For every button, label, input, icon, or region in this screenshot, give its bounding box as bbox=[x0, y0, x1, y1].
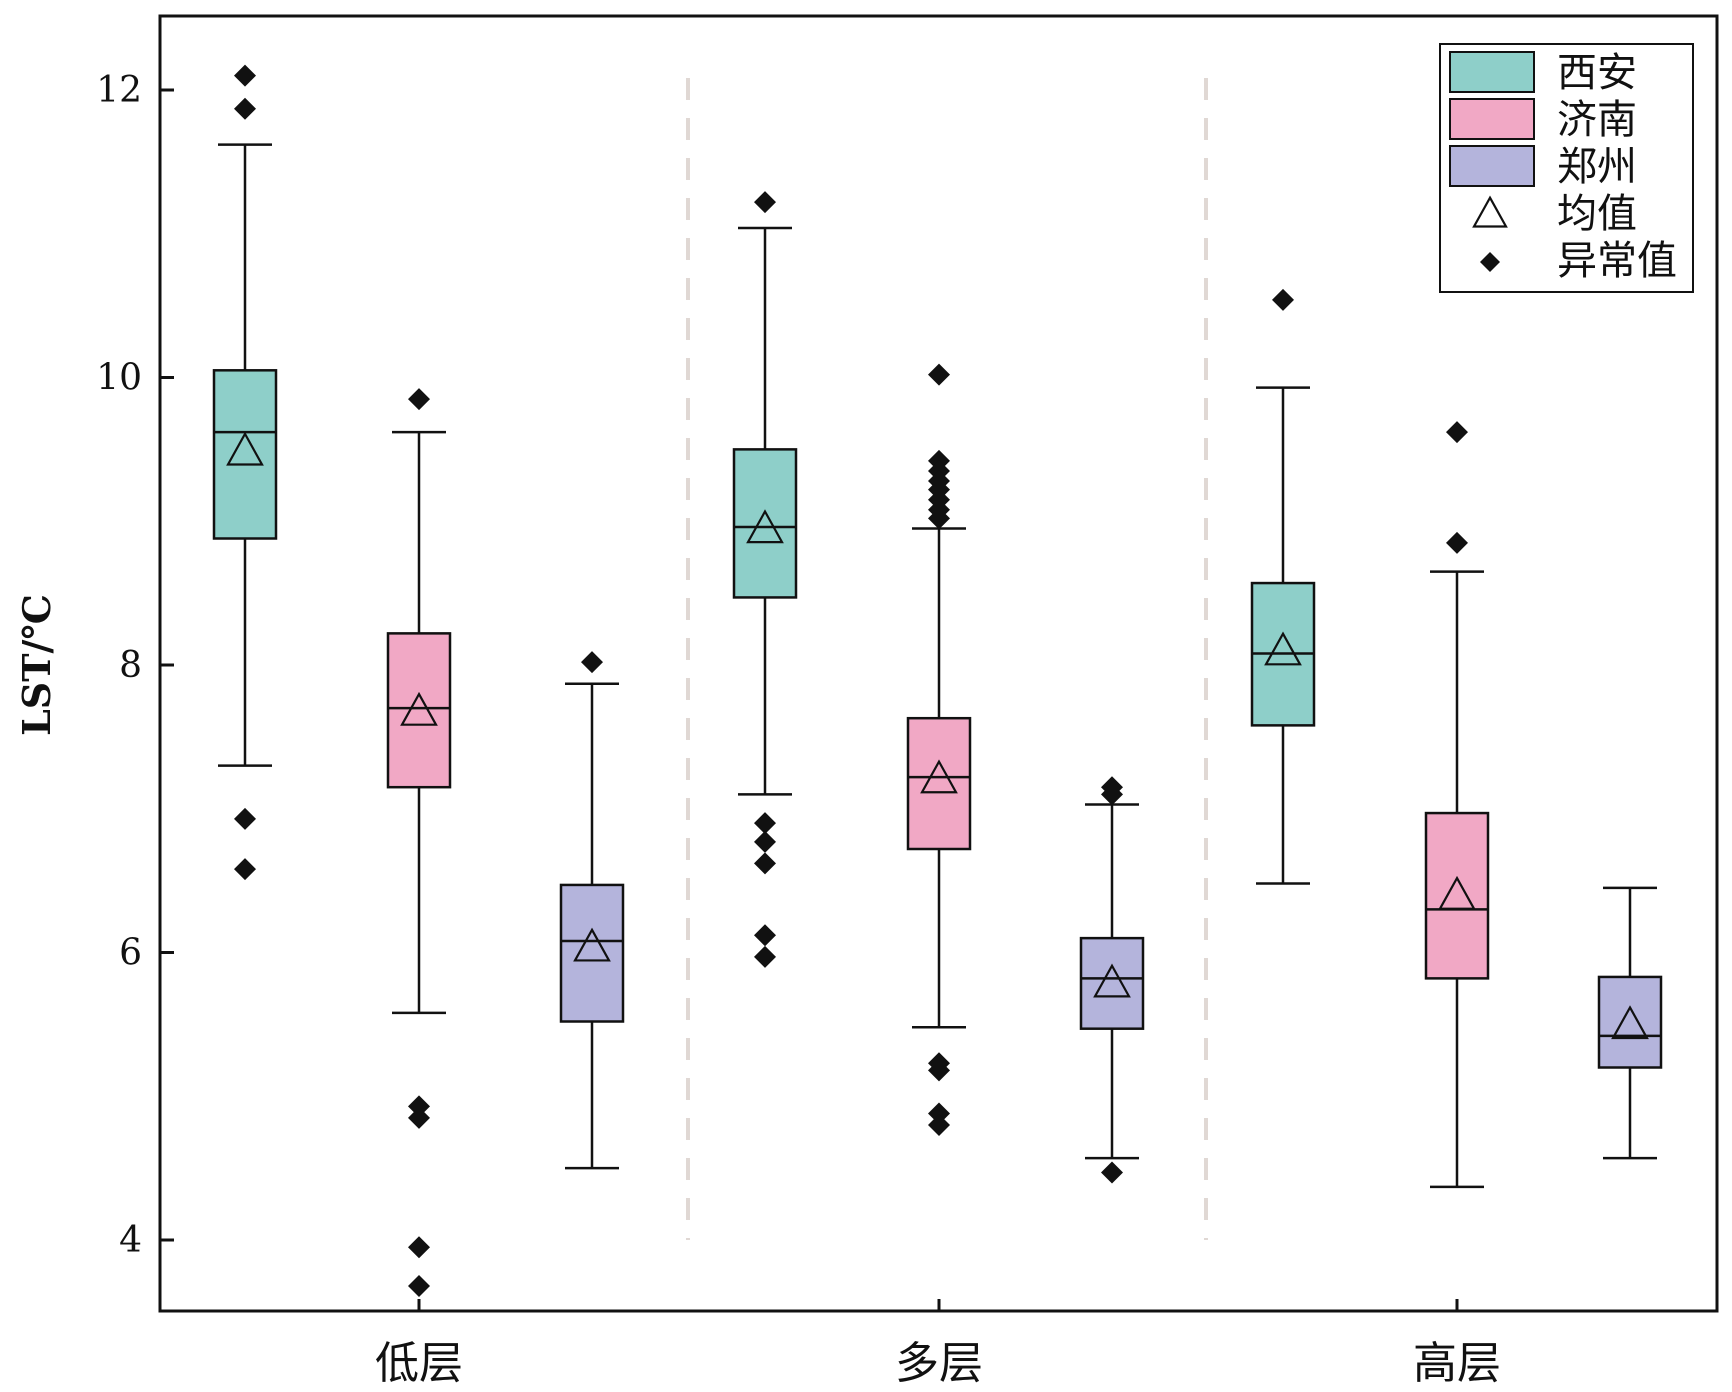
mean-marker bbox=[1611, 1005, 1649, 1040]
outlier-marker bbox=[1101, 1161, 1123, 1184]
outlier-marker bbox=[581, 651, 603, 674]
mean-marker bbox=[573, 927, 611, 962]
x-tick-label: 多层 bbox=[895, 1338, 983, 1388]
outlier-marker bbox=[408, 1106, 430, 1129]
box-iqr bbox=[1079, 936, 1145, 1030]
box-iqr bbox=[732, 448, 798, 599]
y-tick-label: 8 bbox=[119, 645, 142, 686]
group-dividers bbox=[686, 78, 1208, 1240]
outlier-marker bbox=[1272, 288, 1294, 311]
outlier-marker bbox=[928, 1114, 950, 1136]
x-tick-label: 高层 bbox=[1413, 1338, 1501, 1388]
y-axis: 4 6 8 10 12 bbox=[96, 70, 174, 1261]
mean-marker bbox=[226, 431, 264, 466]
box-iqr bbox=[1424, 811, 1490, 980]
y-tick-label: 12 bbox=[96, 70, 142, 111]
outlier-marker bbox=[408, 388, 430, 411]
outlier-marker bbox=[928, 1102, 950, 1125]
outlier-marker bbox=[1446, 531, 1468, 554]
mean-marker bbox=[1438, 875, 1476, 910]
outlier-marker bbox=[754, 924, 776, 947]
outlier-marker bbox=[234, 807, 256, 830]
legend-label: 均值 bbox=[1557, 191, 1637, 237]
legend-triangle-icon bbox=[1472, 195, 1508, 228]
outlier-marker bbox=[928, 363, 950, 386]
outlier-marker bbox=[408, 1275, 430, 1297]
x-tick-label: 低层 bbox=[375, 1338, 463, 1388]
y-tick-label: 4 bbox=[119, 1220, 142, 1261]
legend-swatch bbox=[1449, 98, 1535, 140]
y-axis-label: LST/℃ bbox=[14, 594, 59, 736]
box-iqr bbox=[559, 883, 625, 1023]
legend-label: 西安 bbox=[1557, 50, 1637, 96]
box-郑州-多层 bbox=[1079, 776, 1145, 1184]
y-tick-label: 10 bbox=[96, 358, 142, 399]
box-西安-多层 bbox=[732, 191, 798, 968]
outlier-marker bbox=[1446, 421, 1468, 444]
outlier-marker bbox=[754, 830, 776, 853]
outlier-marker bbox=[408, 1095, 430, 1118]
outlier-marker bbox=[754, 191, 776, 214]
mean-marker bbox=[400, 691, 438, 726]
box-iqr bbox=[906, 716, 972, 851]
x-axis: 低层 多层 高层 bbox=[375, 1299, 1501, 1389]
outlier-marker bbox=[234, 97, 256, 120]
mean-marker bbox=[746, 509, 784, 544]
legend-label: 济南 bbox=[1557, 97, 1637, 143]
box-iqr bbox=[386, 632, 452, 789]
box-济南-低层 bbox=[386, 388, 452, 1297]
outlier-marker bbox=[754, 812, 776, 835]
legend-swatch bbox=[1449, 145, 1535, 187]
outlier-marker bbox=[754, 852, 776, 875]
mean-marker bbox=[1093, 963, 1131, 998]
outlier-marker bbox=[928, 507, 950, 530]
outlier-marker bbox=[754, 945, 776, 968]
box-iqr bbox=[1597, 975, 1663, 1069]
outlier-marker bbox=[408, 1236, 430, 1259]
outlier-marker bbox=[928, 1059, 950, 1082]
outlier-marker bbox=[1101, 783, 1123, 806]
box-西安-低层 bbox=[212, 64, 278, 881]
box-郑州-低层 bbox=[559, 651, 625, 1170]
mean-marker bbox=[920, 759, 958, 794]
legend-diamond-icon bbox=[1480, 252, 1500, 272]
outlier-marker bbox=[234, 64, 256, 87]
legend-label: 郑州 bbox=[1557, 144, 1637, 190]
outlier-marker bbox=[234, 858, 256, 881]
boxes-layer bbox=[212, 64, 1663, 1297]
box-西安-高层 bbox=[1250, 288, 1316, 885]
legend-swatch bbox=[1449, 51, 1535, 93]
box-济南-多层 bbox=[906, 363, 972, 1136]
box-济南-高层 bbox=[1424, 421, 1490, 1189]
box-iqr bbox=[212, 369, 278, 540]
y-tick-label: 6 bbox=[119, 933, 142, 974]
mean-marker bbox=[1264, 631, 1302, 666]
box-郑州-高层 bbox=[1597, 886, 1663, 1160]
legend-label: 异常值 bbox=[1557, 238, 1677, 284]
